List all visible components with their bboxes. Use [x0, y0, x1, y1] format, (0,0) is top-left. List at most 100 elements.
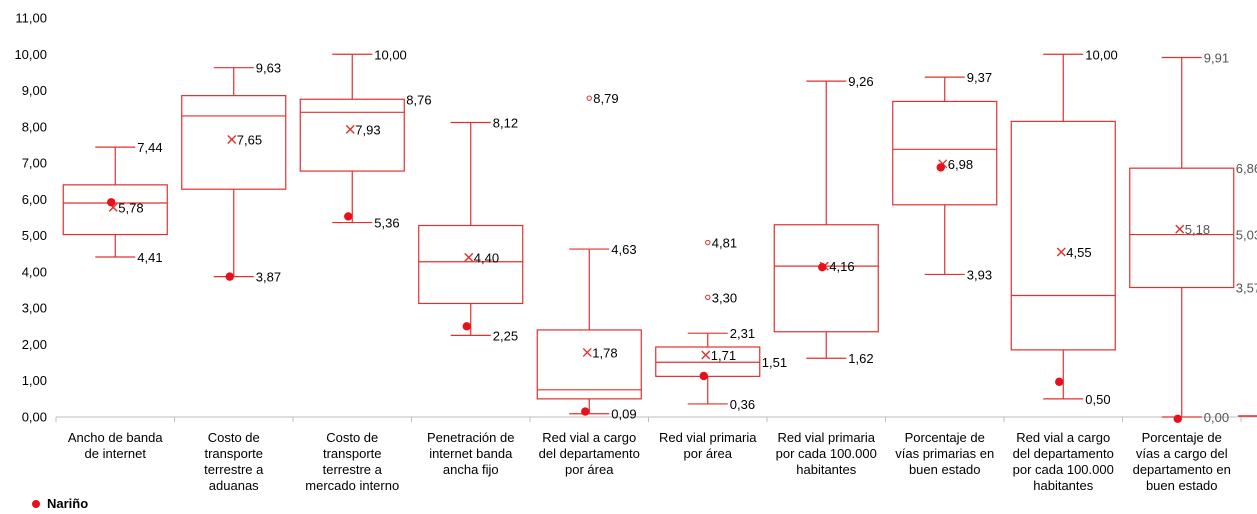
data-label: 10,00 — [1085, 47, 1118, 62]
x-category-label: vías a cargo del — [1136, 446, 1228, 461]
iqr-box — [892, 100, 998, 206]
data-label: 5,03 — [1236, 228, 1257, 243]
y-tick-label: 0,00 — [22, 410, 47, 425]
data-label: 8,76 — [406, 92, 431, 107]
y-tick-label: 3,00 — [22, 301, 47, 316]
data-label: 9,63 — [256, 61, 281, 76]
mean-marker — [108, 202, 118, 212]
x-category-label: Red vial primaria — [659, 430, 757, 445]
data-label: 5,36 — [374, 216, 399, 231]
narino-point — [581, 407, 590, 416]
x-category-label: por cada 100.000 — [1013, 462, 1114, 477]
data-label: 0,36 — [730, 397, 755, 412]
iqr-box — [1129, 167, 1235, 289]
y-tick-label: 1,00 — [22, 373, 47, 388]
iqr-box — [299, 98, 405, 172]
legend-marker-red-dot — [32, 499, 40, 508]
x-category-label: buen estado — [909, 462, 981, 477]
y-tick-label: 8,00 — [22, 119, 47, 134]
legend: Nariño — [32, 496, 88, 511]
x-category-label: de internet — [85, 446, 147, 461]
x-category-label: vías primarias en — [895, 446, 994, 461]
y-tick-label: 2,00 — [22, 337, 47, 352]
data-label: 4,40 — [474, 250, 499, 265]
data-label: 4,55 — [1066, 245, 1091, 260]
iqr-box — [536, 329, 642, 400]
data-label: 10,00 — [374, 47, 407, 62]
outlier-point — [705, 239, 711, 246]
x-category-label: terrestre a — [204, 462, 264, 477]
y-tick-label: 11,00 — [15, 11, 47, 26]
narino-point — [1173, 414, 1182, 424]
iqr-box — [773, 224, 879, 333]
y-tick-label: 6,00 — [22, 192, 47, 207]
data-label: 2,31 — [730, 326, 755, 341]
y-tick-label: 9,00 — [22, 83, 47, 98]
legend-label: Nariño — [47, 496, 89, 511]
iqr-box — [181, 95, 287, 190]
x-category-label: departamento en — [1133, 462, 1231, 477]
x-category-label: Red vial primaria — [777, 430, 875, 445]
x-category-label: terrestre a — [323, 462, 383, 477]
x-category-label: del departamento — [539, 446, 640, 461]
data-label: 5,18 — [1185, 222, 1210, 237]
data-label: 9,26 — [848, 74, 873, 89]
data-label: 7,44 — [137, 140, 162, 155]
data-label: 5,78 — [118, 200, 143, 215]
iqr-box — [418, 224, 524, 305]
x-category-label: Costo de — [208, 430, 260, 445]
mean-marker — [1056, 247, 1066, 257]
y-tick-label: 10,00 — [14, 47, 47, 62]
data-label: 7,93 — [355, 122, 380, 137]
mean-marker — [345, 124, 355, 134]
x-category-label: Red vial a cargo — [542, 430, 636, 445]
data-label: 8,79 — [593, 91, 618, 106]
data-label: 8,12 — [493, 115, 518, 130]
x-category-label: Red vial a cargo — [1016, 430, 1110, 445]
x-category-label: habitantes — [796, 462, 856, 477]
y-tick-label: 5,00 — [22, 228, 47, 243]
x-category-label: habitantes — [1033, 478, 1093, 493]
mean-marker — [227, 135, 237, 145]
data-label: 4,63 — [611, 242, 636, 257]
narino-point — [1055, 377, 1064, 387]
narino-point — [936, 163, 945, 172]
data-label: 7,65 — [237, 133, 262, 148]
mean-marker — [464, 252, 474, 262]
y-tick-label: 7,00 — [22, 156, 47, 171]
x-category-label: Ancho de banda — [68, 430, 163, 445]
data-label: 1,51 — [762, 355, 787, 370]
x-category-label: del departamento — [1013, 446, 1114, 461]
data-label: 3,30 — [712, 290, 737, 305]
data-label: 2,25 — [493, 328, 518, 343]
data-label: 3,57 — [1236, 281, 1257, 296]
x-category-label: transporte — [204, 446, 263, 461]
data-label: 0,50 — [1085, 392, 1110, 407]
narino-point — [462, 322, 471, 331]
data-label: 6,98 — [948, 157, 973, 172]
narino-point — [107, 198, 116, 207]
data-label: 1,71 — [711, 348, 736, 363]
data-label: 3,93 — [967, 267, 992, 282]
data-label: 9,91 — [1204, 51, 1229, 66]
x-category-label: Costo de — [326, 430, 378, 445]
narino-point — [225, 272, 234, 281]
mean-marker — [1175, 224, 1185, 234]
x-category-label: buen estado — [1146, 478, 1218, 493]
data-label: 4,16 — [829, 259, 854, 274]
mean-marker — [701, 350, 711, 360]
data-label: 1,62 — [848, 351, 873, 366]
data-label: 9,37 — [967, 70, 992, 85]
x-category-label: por cada 100.000 — [776, 446, 877, 461]
outlier-point — [586, 95, 592, 101]
x-category-label: por área — [565, 462, 614, 477]
box-plot-chart: 0,00 1,00 2,00 3,00 4,00 5,00 6,00 7,00 8,00 9,00… — [14, 11, 1257, 493]
data-label: 3,87 — [256, 270, 281, 285]
narino-point — [699, 371, 708, 381]
x-category-label: aduanas — [209, 478, 259, 493]
x-category-label: mercado interno — [305, 478, 399, 493]
x-category-label: Penetración de — [427, 430, 514, 445]
x-category-label: por área — [684, 446, 733, 461]
outlier-point — [705, 294, 711, 300]
x-category-label: Porcentaje de — [1142, 430, 1222, 445]
